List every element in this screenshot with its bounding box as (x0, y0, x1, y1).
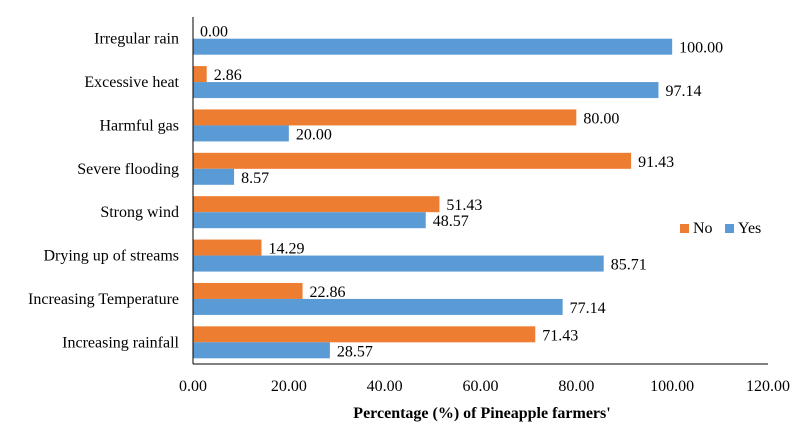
bar-no (193, 66, 207, 83)
axes-layer: Irregular rain Excessive heat Harmful gas S… (28, 17, 790, 395)
category-label: Irregular rain (94, 31, 179, 48)
bar-yes (193, 38, 673, 55)
data-label: 77.14 (570, 300, 606, 317)
legend-swatch-yes (725, 224, 734, 233)
legend-label-yes: Yes (738, 220, 761, 237)
legend-label-no: No (693, 220, 713, 237)
bar-yes (193, 342, 330, 359)
data-label: 22.86 (310, 284, 346, 301)
category-label: Harmful gas (99, 117, 179, 134)
x-tick-label: 60.00 (463, 378, 499, 395)
category-label: Severe flooding (77, 161, 179, 178)
data-label: 71.43 (542, 327, 578, 344)
legend-swatch-no (680, 224, 689, 233)
bar-yes (193, 298, 563, 315)
bar-yes (193, 255, 604, 272)
data-label: 91.43 (638, 154, 674, 171)
x-tick-label: 20.00 (271, 378, 307, 395)
category-label: Excessive heat (84, 74, 179, 91)
data-label: 100.00 (679, 40, 723, 57)
data-label: 2.86 (214, 67, 242, 84)
bar-yes (193, 125, 289, 142)
x-axis-title: Percentage (%) of Pineapple farmers' (353, 405, 610, 422)
data-label: 97.14 (665, 83, 701, 100)
x-tick-label: 100.00 (650, 378, 694, 395)
bar-yes (193, 82, 659, 99)
data-label: 20.00 (296, 126, 332, 143)
data-label: 48.57 (433, 213, 469, 230)
bar-no (193, 326, 536, 343)
x-tick-label: 0.00 (179, 378, 207, 395)
category-label: Increasing Temperature (28, 291, 179, 308)
data-label: 80.00 (583, 110, 619, 127)
data-label: 14.29 (268, 241, 304, 258)
data-label: 85.71 (611, 257, 647, 274)
data-label: 0.00 (200, 24, 228, 41)
bar-no (193, 239, 262, 256)
category-label: Strong wind (100, 204, 179, 221)
bar-yes (193, 168, 235, 185)
bar-no (193, 152, 632, 169)
data-label: 51.43 (446, 197, 482, 214)
x-tick-label: 80.00 (558, 378, 594, 395)
category-label: Drying up of streams (43, 248, 179, 265)
x-tick-label: 40.00 (367, 378, 403, 395)
bar-no (193, 282, 303, 299)
category-label: Increasing rainfall (62, 334, 179, 351)
x-tick-label: 120.00 (746, 378, 790, 395)
bar-no (193, 109, 577, 126)
data-labels-layer: 0.00 100.00 2.86 97.14 80.00 20.00 91.43 8.57 51… (200, 24, 723, 361)
data-label: 28.57 (337, 343, 373, 360)
bar-no (193, 196, 440, 213)
data-label: 8.57 (241, 170, 269, 187)
bars-layer (193, 38, 673, 359)
bar-yes (193, 212, 426, 229)
legend: No Yes (680, 220, 761, 237)
